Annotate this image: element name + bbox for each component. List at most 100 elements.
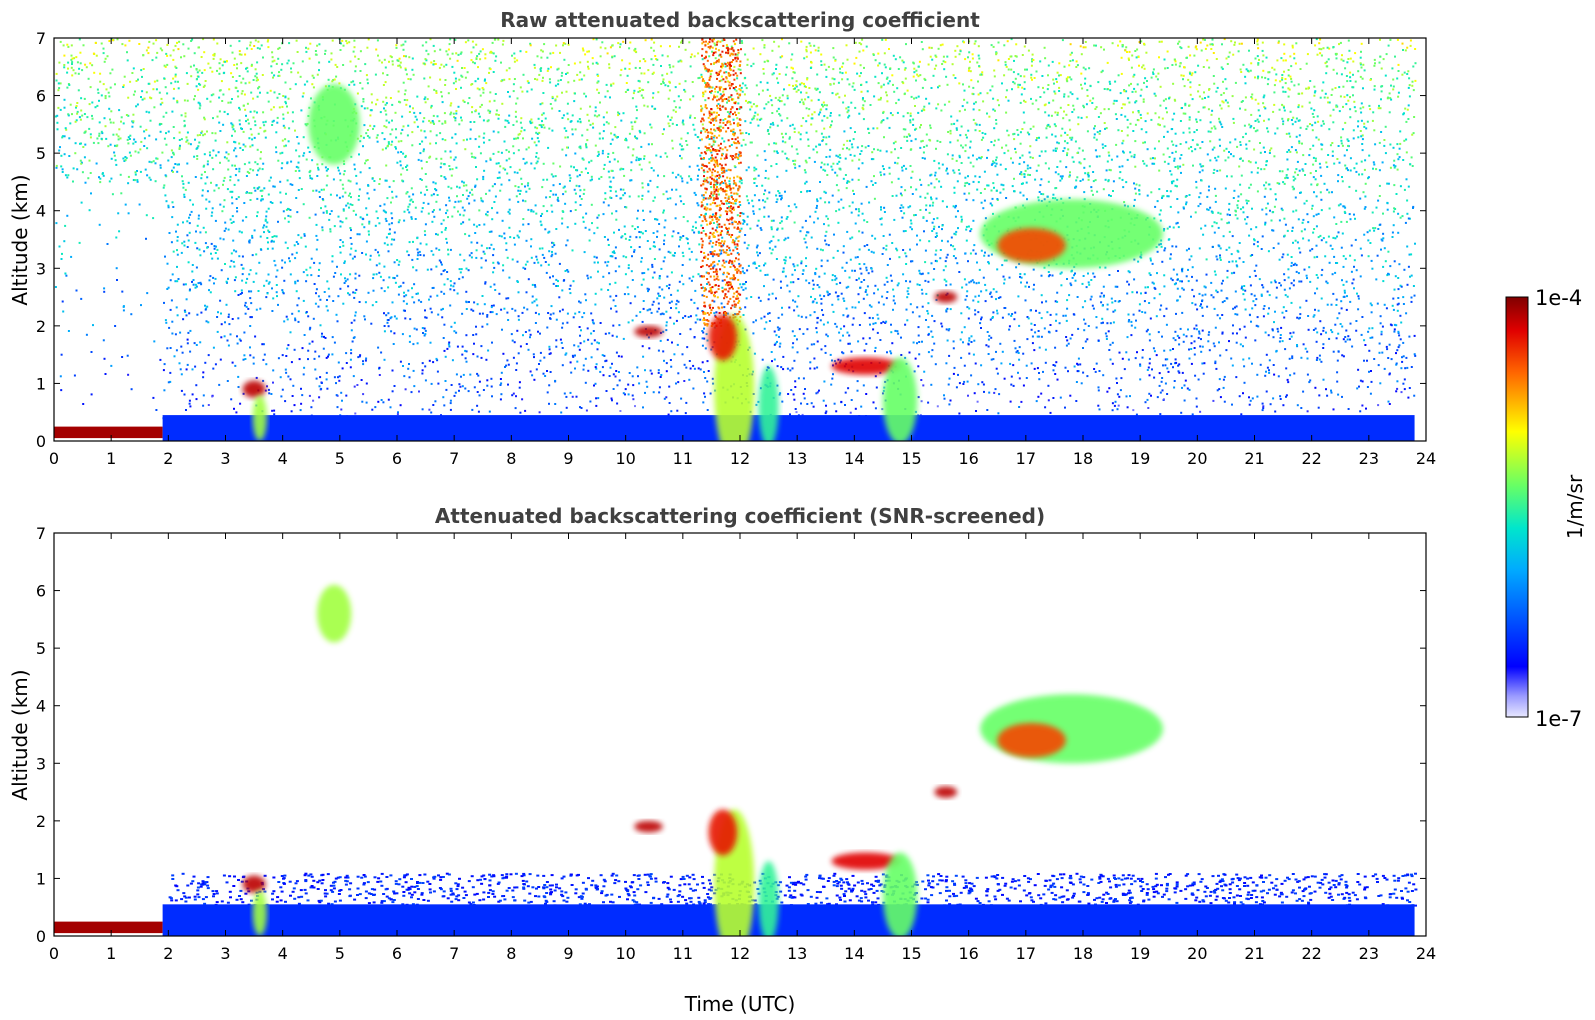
noise-pixel [615, 351, 618, 354]
noise-pixel [502, 264, 505, 267]
noise-pixel [1267, 78, 1270, 81]
noise-pixel [867, 145, 870, 147]
noise-pixel [1380, 333, 1383, 336]
noise-pixel [825, 230, 828, 233]
noise-pixel [334, 272, 337, 274]
noise-pixel [79, 118, 82, 121]
noise-pixel [340, 273, 342, 276]
noise-pixel [232, 124, 235, 127]
noise-pixel [900, 147, 903, 149]
noise-pixel [200, 173, 203, 176]
noise-pixel [1337, 145, 1340, 147]
noise-pixel [594, 106, 597, 109]
noise-pixel [1296, 316, 1299, 319]
noise-pixel [946, 205, 948, 208]
noise-pixel [1167, 162, 1170, 165]
noise-pixel [111, 68, 114, 71]
noise-pixel [648, 161, 651, 164]
noise-pixel [1038, 154, 1041, 157]
noise-pixel [1014, 147, 1017, 150]
noise-pixel [241, 291, 243, 294]
noise-pixel [733, 65, 736, 68]
noise-pixel [663, 175, 666, 178]
noise-pixel [237, 294, 240, 296]
noise-pixel [588, 228, 591, 231]
noise-pixel [1071, 93, 1074, 96]
noise-pixel [603, 354, 606, 357]
noise-pixel [1409, 275, 1411, 278]
noise-pixel [508, 114, 511, 117]
noise-pixel [597, 91, 600, 94]
noise-pixel [1291, 230, 1294, 232]
noise-pixel [714, 129, 717, 132]
noise-pixel [829, 126, 832, 129]
noise-pixel [1334, 237, 1337, 240]
noise-pixel [1281, 78, 1284, 81]
noise-pixel [738, 262, 741, 265]
noise-pixel [295, 197, 298, 199]
noise-pixel [1168, 97, 1170, 100]
noise-pixel [316, 73, 319, 76]
noise-pixel [1132, 313, 1135, 316]
noise-pixel [650, 372, 653, 375]
noise-pixel [434, 182, 437, 185]
noise-pixel [664, 219, 667, 222]
noise-pixel [1296, 241, 1299, 244]
noise-pixel [1045, 127, 1048, 130]
noise-pixel [291, 120, 294, 123]
noise-pixel [735, 89, 738, 92]
noise-pixel [1234, 313, 1237, 316]
noise-pixel [1163, 58, 1166, 61]
noise-pixel [433, 123, 435, 125]
noise-pixel [651, 265, 654, 268]
noise-pixel [1169, 257, 1172, 260]
noise-pixel [954, 215, 957, 218]
noise-pixel [1024, 68, 1026, 71]
noise-pixel [393, 231, 396, 234]
noise-pixel [240, 53, 243, 56]
noise-pixel [662, 211, 665, 214]
noise-pixel [1063, 95, 1066, 98]
noise-pixel [993, 144, 996, 147]
noise-pixel [275, 62, 278, 65]
noise-pixel [596, 216, 599, 219]
noise-pixel [1010, 314, 1013, 317]
noise-pixel [909, 219, 912, 222]
noise-pixel [595, 367, 598, 370]
noise-pixel [449, 304, 452, 307]
noise-pixel [295, 149, 298, 152]
noise-pixel [906, 135, 908, 138]
noise-pixel [89, 62, 92, 65]
noise-pixel [425, 49, 428, 52]
noise-pixel [418, 143, 421, 145]
noise-pixel [676, 289, 679, 292]
noise-pixel [805, 91, 808, 94]
noise-pixel [1069, 128, 1072, 131]
noise-pixel [754, 177, 757, 180]
noise-pixel [541, 186, 544, 189]
noise-pixel [267, 241, 269, 244]
noise-pixel [421, 362, 424, 365]
noise-pixel [1359, 62, 1362, 65]
noise-pixel [1325, 161, 1328, 164]
noise-pixel [359, 70, 362, 72]
noise-pixel [1125, 90, 1128, 93]
noise-pixel [1228, 202, 1231, 205]
noise-pixel [615, 218, 618, 221]
noise-pixel [1398, 147, 1401, 150]
noise-pixel [858, 263, 861, 265]
noise-pixel [1193, 353, 1196, 356]
noise-pixel [839, 156, 842, 159]
noise-pixel [1316, 287, 1319, 290]
noise-pixel [677, 173, 680, 176]
noise-pixel [206, 305, 209, 308]
noise-pixel [324, 205, 327, 208]
noise-pixel [865, 393, 868, 395]
noise-pixel [1181, 311, 1184, 314]
noise-pixel [874, 375, 877, 378]
noise-pixel [796, 305, 799, 308]
noise-pixel [146, 174, 149, 177]
noise-pixel [697, 174, 699, 177]
noise-pixel [1363, 168, 1366, 171]
noise-pixel [171, 332, 174, 335]
